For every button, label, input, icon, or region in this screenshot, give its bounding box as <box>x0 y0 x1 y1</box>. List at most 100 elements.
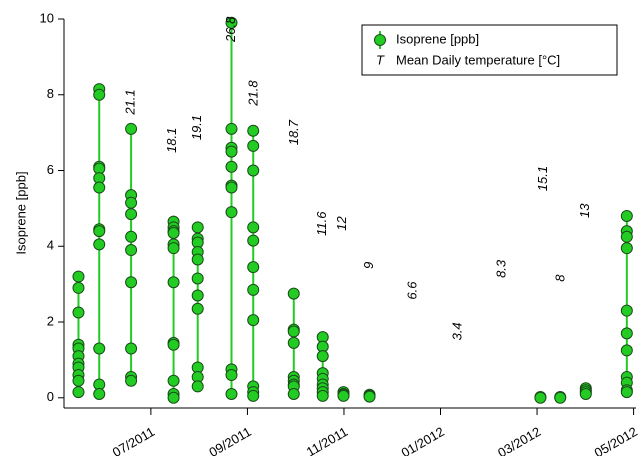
data-point <box>363 390 376 403</box>
data-point <box>93 238 106 251</box>
data-point <box>167 276 180 289</box>
data-point <box>93 387 106 400</box>
data-point <box>191 221 204 234</box>
temperature-label: 26.8 <box>223 16 238 43</box>
data-point <box>247 139 260 152</box>
y-axis-label: Isoprene [ppb] <box>13 171 28 254</box>
temperature-label: 21.8 <box>246 80 261 107</box>
data-point <box>125 244 138 257</box>
legend-box <box>361 24 618 76</box>
temperature-label: 3.4 <box>449 322 464 340</box>
temperature-label: 9 <box>361 262 376 269</box>
data-point <box>620 327 633 340</box>
x-tick-label: 01/2012 <box>399 424 447 456</box>
data-point <box>191 302 204 315</box>
data-point <box>287 325 300 338</box>
data-point <box>225 145 238 158</box>
x-tick-label: 09/2011 <box>206 424 253 456</box>
plot-area: 21.1 18.1 19.1 26.8 21.8 18.7 11.6 12 9 6.6 3.4 8.3… <box>72 16 633 404</box>
x-tick-label: 03/2012 <box>495 424 543 456</box>
data-point <box>191 253 204 266</box>
data-point <box>191 289 204 302</box>
legend-label: Mean Daily temperature [°C] <box>396 52 560 67</box>
data-point <box>247 124 260 137</box>
data-point <box>125 122 138 135</box>
temperature-label: 8 <box>553 274 568 282</box>
data-point <box>72 281 85 294</box>
data-point <box>125 230 138 243</box>
temperature-label: 18.7 <box>286 119 301 145</box>
x-tick-label: 05/2012 <box>592 424 639 456</box>
y-tick-label: 0 <box>47 389 54 404</box>
data-point <box>225 16 238 29</box>
data-point <box>579 387 592 400</box>
data-point <box>247 314 260 327</box>
temperature-label: 8.3 <box>494 259 509 278</box>
temperature-label: 6.6 <box>404 281 419 300</box>
data-point <box>125 208 138 221</box>
y-tick-label: 10 <box>40 10 54 25</box>
data-point <box>287 387 300 400</box>
data-point <box>191 272 204 285</box>
data-point <box>93 225 106 238</box>
data-point <box>620 386 633 399</box>
y-tick-label: 2 <box>47 313 54 328</box>
legend: Isoprene [ppb] T Mean Daily temperature [°… <box>361 24 618 76</box>
data-point <box>93 181 106 194</box>
data-point <box>247 164 260 177</box>
data-point <box>316 389 329 402</box>
x-tick-label: 07/2011 <box>110 424 157 456</box>
data-point <box>125 342 138 355</box>
data-point <box>125 276 138 289</box>
data-point <box>225 160 238 173</box>
data-point <box>620 304 633 317</box>
y-tick-label: 6 <box>47 162 54 177</box>
temperature-label: 21.1 <box>123 89 138 115</box>
data-point <box>620 242 633 255</box>
temperature-label: 13 <box>577 203 592 218</box>
data-point <box>125 374 138 387</box>
data-point <box>72 306 85 319</box>
data-point <box>93 342 106 355</box>
data-point <box>225 206 238 219</box>
legend-marker: T <box>376 52 385 67</box>
data-point <box>247 389 260 402</box>
data-point <box>247 221 260 234</box>
data-point <box>316 350 329 363</box>
data-point <box>167 338 180 351</box>
data-point <box>72 270 85 283</box>
data-point <box>247 283 260 296</box>
data-point <box>554 391 567 404</box>
temperature-label: 11.6 <box>314 211 329 236</box>
data-point <box>620 344 633 357</box>
temperature-label: 15.1 <box>535 166 550 191</box>
temperature-label: 19.1 <box>189 115 204 140</box>
data-point <box>620 209 633 222</box>
data-point <box>191 380 204 393</box>
data-point <box>247 234 260 247</box>
data-point <box>72 386 85 399</box>
legend-marker <box>374 34 386 46</box>
data-point <box>72 374 85 387</box>
data-point <box>167 242 180 255</box>
data-point <box>287 336 300 349</box>
temperature-label: 12 <box>334 215 349 230</box>
data-point <box>125 196 138 209</box>
data-point <box>287 287 300 300</box>
temperature-label: 18.1 <box>164 128 179 153</box>
y-tick-label: 8 <box>47 86 54 101</box>
data-point <box>620 230 633 243</box>
data-point <box>337 389 350 402</box>
y-tick-label: 4 <box>47 238 54 253</box>
data-point <box>225 369 238 382</box>
data-point <box>534 391 547 404</box>
data-point <box>225 181 238 194</box>
data-point <box>167 391 180 404</box>
data-point <box>225 387 238 400</box>
data-point <box>247 261 260 274</box>
legend-label: Isoprene [ppb] <box>396 31 479 46</box>
x-tick-label: 11/2011 <box>304 424 351 456</box>
data-point <box>93 88 106 101</box>
